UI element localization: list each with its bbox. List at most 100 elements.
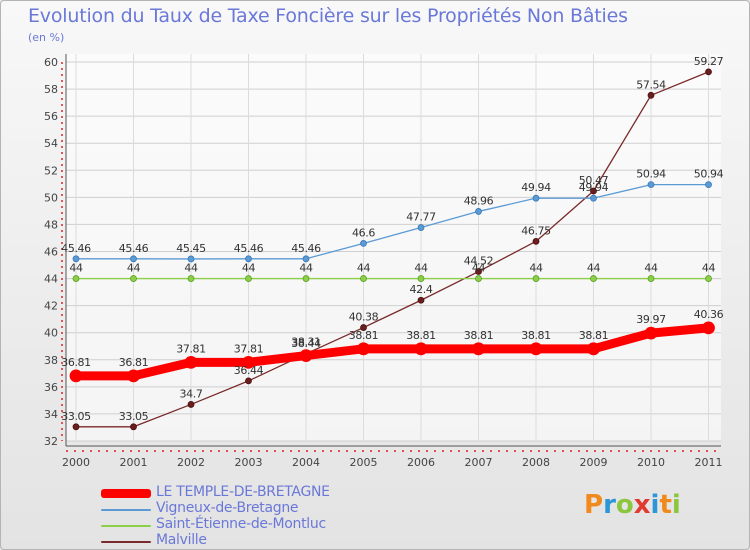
data-point	[127, 369, 140, 383]
data-label: 44	[184, 262, 198, 275]
data-label: 37.81	[176, 342, 206, 355]
data-point	[245, 377, 252, 385]
x-tick-label: 2010	[637, 456, 665, 469]
data-label: 49.94	[521, 181, 551, 194]
data-label: 40.36	[694, 308, 724, 321]
data-label: 44	[299, 262, 313, 275]
data-point	[130, 275, 137, 282]
data-point	[299, 349, 313, 362]
data-point	[360, 324, 367, 331]
logo-letter: o	[615, 490, 634, 520]
plot-area	[66, 54, 721, 441]
data-label: 50.94	[636, 168, 666, 181]
data-label: 33.05	[61, 410, 91, 423]
data-label: 33.05	[119, 410, 149, 423]
data-point	[72, 255, 80, 263]
data-point	[587, 342, 600, 356]
proxiti-logo: Proxiti	[584, 490, 681, 520]
data-label: 44	[702, 262, 716, 275]
data-point	[647, 181, 655, 189]
series-line	[75, 183, 710, 260]
data-point	[72, 423, 80, 431]
data-point	[360, 239, 367, 247]
data-label: 44	[242, 262, 256, 275]
x-tick-label: 2008	[522, 456, 550, 469]
data-point	[187, 255, 195, 263]
legend-swatch-malville	[101, 541, 151, 543]
data-point	[475, 268, 482, 275]
data-label: 38.81	[464, 329, 494, 342]
data-point	[532, 237, 540, 245]
data-label: 59.27	[694, 55, 724, 68]
data-label: 36.81	[61, 356, 91, 369]
y-tick-label: 34	[44, 408, 58, 421]
x-tick-label: 2005	[350, 456, 378, 469]
y-tick-label: 48	[44, 218, 58, 231]
data-label: 40.38	[349, 311, 379, 324]
data-label: 37.81	[234, 342, 264, 355]
data-point	[590, 194, 597, 202]
data-label: 45.46	[234, 242, 264, 255]
y-tick-label: 54	[44, 137, 58, 150]
logo-letter: i	[650, 490, 660, 520]
data-point	[702, 321, 715, 335]
y-tick-label: 40	[44, 327, 58, 340]
data-label: 38.81	[406, 329, 436, 342]
y-tick-label: 44	[44, 273, 58, 286]
data-label: 45.45	[176, 242, 206, 255]
y-tick-label: 56	[44, 110, 58, 123]
x-tick-label: 2006	[407, 456, 435, 469]
data-label: 38.81	[349, 329, 379, 342]
data-point	[475, 275, 482, 282]
data-label: 44	[587, 262, 601, 275]
data-point	[417, 275, 425, 282]
data-label: 50.47	[579, 174, 609, 187]
x-tick-label: 2009	[580, 456, 608, 469]
logo-letter: r	[603, 490, 616, 520]
data-point	[590, 275, 597, 282]
legend-swatch-saint-etienne	[101, 525, 151, 527]
data-label: 48.96	[464, 194, 494, 207]
data-point	[130, 255, 137, 263]
data-label: 49.94	[579, 181, 609, 194]
data-label: 36.81	[119, 356, 149, 369]
y-tick-label: 60	[44, 56, 58, 69]
data-point	[532, 194, 540, 202]
data-label: 44	[644, 262, 658, 275]
data-point	[705, 181, 712, 189]
logo-letter: x	[633, 490, 651, 520]
legend-label-temple: LE TEMPLE-DE-BRETAGNE	[156, 484, 330, 500]
data-label: 44	[414, 262, 428, 275]
data-label: 44	[69, 262, 83, 275]
x-tick-label: 2002	[177, 456, 205, 469]
data-point	[472, 342, 485, 356]
data-label: 44	[127, 262, 141, 275]
chart-title: Evolution du Taux de Taxe Foncière sur l…	[28, 5, 628, 27]
data-label: 47.77	[406, 211, 436, 224]
series-line	[71, 323, 713, 381]
data-point	[245, 275, 252, 282]
data-label: 42.4	[410, 283, 433, 296]
data-point	[417, 224, 425, 231]
data-point	[69, 369, 83, 383]
data-point	[187, 401, 195, 408]
y-tick-label: 52	[44, 164, 58, 177]
data-label: 38.81	[521, 329, 551, 342]
data-point	[590, 187, 597, 195]
series-line	[75, 71, 710, 428]
x-tick-label: 2004	[292, 456, 320, 469]
legend-label-saint-etienne: Saint-Étienne-de-Montluc	[156, 516, 326, 532]
legend-swatch-temple	[101, 489, 151, 498]
data-label: 46.75	[521, 224, 551, 237]
data-point	[529, 342, 543, 356]
data-point	[647, 91, 655, 99]
data-point	[360, 275, 367, 282]
x-tick-label: 2011	[695, 456, 723, 469]
data-point	[532, 275, 540, 282]
data-point	[644, 326, 658, 340]
data-point	[357, 342, 370, 356]
y-tick-label: 38	[44, 354, 58, 367]
data-label: 34.7	[180, 387, 203, 400]
data-point	[705, 275, 712, 282]
